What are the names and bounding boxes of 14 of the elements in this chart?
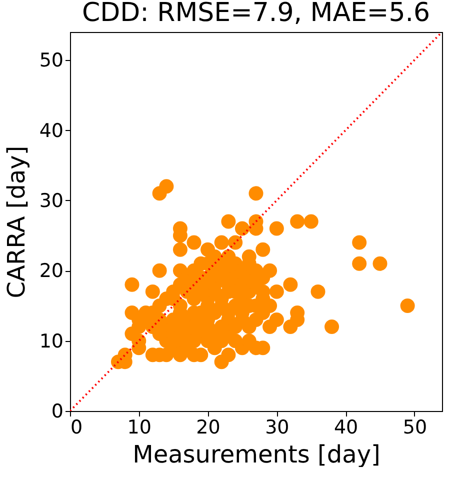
y-tick-label: 30 xyxy=(39,190,64,212)
y-tick-label: 0 xyxy=(51,400,64,422)
y-tick-label: 50 xyxy=(39,50,64,72)
x-tick-label: 10 xyxy=(127,416,152,438)
x-tick-label: 20 xyxy=(196,416,220,438)
x-tick-label: 40 xyxy=(334,416,358,438)
y-tick-label: 40 xyxy=(39,120,64,142)
x-tick-label: 50 xyxy=(402,416,428,438)
y-tick-label: 20 xyxy=(39,260,64,282)
chart-title: CDD: RMSE=7.9, MAE=5.6 xyxy=(82,0,430,28)
x-tick-label: 0 xyxy=(70,416,83,438)
y-tick-label: 10 xyxy=(39,330,64,352)
x-tick-label: 30 xyxy=(265,416,290,438)
y-axis-title: CARRA [day] xyxy=(2,146,30,298)
